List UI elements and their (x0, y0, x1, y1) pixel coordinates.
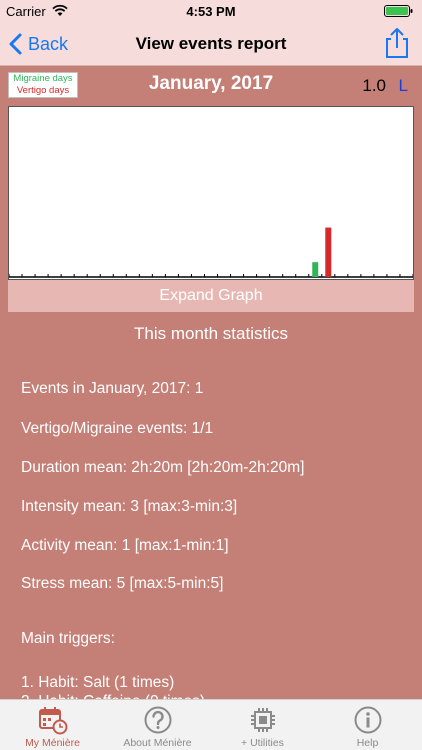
status-time: 4:53 PM (186, 4, 236, 19)
stats-main-triggers: Main triggers: (21, 630, 115, 647)
stats-vertigo-migraine: Vertigo/Migraine events: 1/1 (21, 420, 214, 437)
tab-about-meniere[interactable]: About Ménière (105, 700, 210, 750)
bar-migraine-days-day-24 (312, 262, 319, 277)
stats-trigger-1: 1. Habit: Salt (1 times) (21, 674, 175, 691)
events-graph[interactable] (8, 106, 414, 280)
bar-vertigo-days-day-25 (325, 227, 332, 277)
tab-help[interactable]: Help (315, 700, 420, 750)
chevron-left-icon (9, 33, 22, 55)
info-circle-icon (354, 706, 382, 734)
chart-legend: Migraine days Vertigo days (8, 72, 78, 98)
month-title: January, 2017 (148, 73, 274, 94)
events-bar-chart (9, 227, 413, 278)
wifi-icon (52, 4, 68, 16)
stats-intensity-mean: Intensity mean: 3 [max:3-min:3] (21, 498, 238, 515)
calendar-clock-icon (39, 707, 68, 735)
navigation-bar: Back View events report (0, 22, 422, 66)
stats-duration-mean: Duration mean: 2h:20m [2h:20m-2h:20m] (21, 459, 305, 476)
stats-heading: This month statistics (134, 324, 288, 343)
scale-value: 1.0 (362, 76, 386, 95)
tab-label: About Ménière (123, 737, 192, 749)
scale-unit-toggle[interactable]: L (398, 76, 408, 95)
tab-label: Help (356, 737, 379, 749)
expand-graph-button[interactable]: Expand Graph (8, 280, 414, 312)
chip-icon (251, 708, 275, 732)
stats-activity-mean: Activity mean: 1 [max:1-min:1] (21, 537, 229, 554)
battery-icon (384, 5, 413, 17)
back-button[interactable]: Back (8, 30, 68, 58)
share-icon[interactable] (382, 26, 412, 60)
tab-my-meniere[interactable]: My Ménière (0, 700, 105, 750)
legend-vertigo-days: Vertigo days (16, 85, 70, 96)
question-circle-icon (144, 706, 172, 734)
tab-label: + Utilities (241, 737, 284, 749)
status-bar: Carrier 4:53 PM (0, 0, 422, 22)
stats-stress-mean: Stress mean: 5 [max:5-min:5] (21, 575, 224, 592)
tab-bar: My Ménière About Ménière + Utilities Hel… (0, 699, 422, 750)
tab-utilities[interactable]: + Utilities (210, 700, 315, 750)
legend-migraine-days: Migraine days (13, 73, 73, 84)
carrier-label: Carrier (6, 4, 46, 19)
stats-events-count: Events in January, 2017: 1 (21, 380, 204, 397)
tab-label: My Ménière (25, 737, 80, 749)
back-button-label: Back (28, 33, 69, 54)
